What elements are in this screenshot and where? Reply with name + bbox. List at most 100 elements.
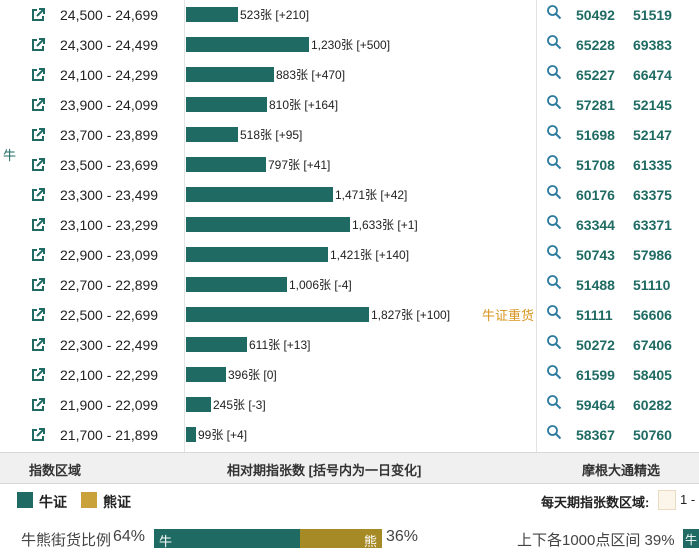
contracts-bar <box>186 97 267 112</box>
contracts-bar <box>186 127 238 142</box>
contracts-bar <box>186 67 274 82</box>
warrant-code-1[interactable]: 51111 <box>576 307 613 323</box>
external-link-icon[interactable] <box>31 428 45 442</box>
index-range: 22,700 - 22,899 <box>60 277 159 293</box>
search-icon[interactable] <box>546 304 562 320</box>
warrant-code-1[interactable]: 65227 <box>576 67 615 83</box>
warrant-code-2[interactable]: 52145 <box>633 97 672 113</box>
external-link-icon[interactable] <box>31 218 45 232</box>
external-link-icon[interactable] <box>31 38 45 52</box>
daily-range-value: 1 - <box>680 492 696 507</box>
contracts-bar <box>186 187 333 202</box>
table-row: 24,100 - 24,299 883张 [+470] 65227 66474 <box>0 60 699 90</box>
contracts-label: 1,827张 [+100] <box>371 308 451 322</box>
external-link-icon[interactable] <box>31 98 45 112</box>
table-row: 23,300 - 23,499 1,471张 [+42] 60176 63375 <box>0 180 699 210</box>
contracts-bar <box>186 367 226 382</box>
warrant-code-1[interactable]: 51708 <box>576 157 615 173</box>
ratio-bar: 牛 熊 <box>154 529 382 549</box>
search-icon[interactable] <box>546 94 562 110</box>
warrant-code-1[interactable]: 57281 <box>576 97 615 113</box>
warrant-code-2[interactable]: 51110 <box>633 277 671 293</box>
ratio-bull-segment: 牛 <box>154 529 300 549</box>
contracts-label: 396张 [0] <box>228 368 277 382</box>
external-link-icon[interactable] <box>31 398 45 412</box>
search-icon[interactable] <box>546 4 562 20</box>
index-range: 23,100 - 23,299 <box>60 217 159 233</box>
index-range: 24,500 - 24,699 <box>60 7 159 23</box>
warrant-code-2[interactable]: 61335 <box>633 157 672 173</box>
search-icon[interactable] <box>546 364 562 380</box>
search-icon[interactable] <box>546 334 562 350</box>
bear-swatch <box>81 492 97 508</box>
warrant-code-2[interactable]: 63371 <box>633 217 672 233</box>
contracts-label: 1,633张 [+1] <box>352 218 418 232</box>
warrant-code-2[interactable]: 69383 <box>633 37 672 53</box>
daily-range-input[interactable] <box>658 490 676 510</box>
external-link-icon[interactable] <box>31 308 45 322</box>
warrant-code-1[interactable]: 50272 <box>576 337 615 353</box>
warrant-code-1[interactable]: 51488 <box>576 277 615 293</box>
search-icon[interactable] <box>546 214 562 230</box>
external-link-icon[interactable] <box>31 278 45 292</box>
search-icon[interactable] <box>546 184 562 200</box>
contracts-label: 611张 [+13] <box>249 338 311 352</box>
search-icon[interactable] <box>546 34 562 50</box>
warrant-code-1[interactable]: 50492 <box>576 7 615 23</box>
warrant-code-1[interactable]: 60176 <box>576 187 615 203</box>
index-range: 22,900 - 23,099 <box>60 247 159 263</box>
external-link-icon[interactable] <box>31 188 45 202</box>
warrant-code-1[interactable]: 50743 <box>576 247 615 263</box>
warrant-code-2[interactable]: 58405 <box>633 367 672 383</box>
table-row: 22,100 - 22,299 396张 [0] 61599 58405 <box>0 360 699 390</box>
bull-swatch <box>17 492 33 508</box>
warrant-code-2[interactable]: 60282 <box>633 397 672 413</box>
contracts-label: 99张 [+4] <box>198 428 248 442</box>
warrant-code-2[interactable]: 56606 <box>633 307 672 323</box>
search-icon[interactable] <box>546 394 562 410</box>
external-link-icon[interactable] <box>31 368 45 382</box>
search-icon[interactable] <box>546 64 562 80</box>
warrant-code-1[interactable]: 51698 <box>576 127 615 143</box>
index-range: 23,700 - 23,899 <box>60 127 159 143</box>
bear-percent: 36% <box>386 528 419 545</box>
warrant-code-2[interactable]: 66474 <box>633 67 672 83</box>
search-icon[interactable] <box>546 154 562 170</box>
warrant-code-1[interactable]: 59464 <box>576 397 615 413</box>
external-link-icon[interactable] <box>31 128 45 142</box>
table-row: 23,100 - 23,299 1,633张 [+1] 63344 63371 <box>0 210 699 240</box>
index-range: 21,900 - 22,099 <box>60 397 159 413</box>
table-row: 22,700 - 22,899 1,006张 [-4] 51488 51110 <box>0 270 699 300</box>
external-link-icon[interactable] <box>31 338 45 352</box>
search-icon[interactable] <box>546 424 562 440</box>
header-jpmorgan-picks: 摩根大通精选 <box>582 463 661 478</box>
warrant-code-2[interactable]: 50760 <box>633 427 672 443</box>
contracts-label: 1,421张 [+140] <box>330 248 410 262</box>
warrant-code-2[interactable]: 51519 <box>633 7 672 23</box>
ratio-bear-segment: 熊 <box>300 529 382 549</box>
index-range: 22,300 - 22,499 <box>60 337 159 353</box>
warrant-code-1[interactable]: 63344 <box>576 217 615 233</box>
legend: 牛证 熊证 每天期指张数区域: 1 - <box>0 484 699 516</box>
warrant-code-1[interactable]: 65228 <box>576 37 615 53</box>
warrant-code-2[interactable]: 63375 <box>633 187 672 203</box>
search-icon[interactable] <box>546 244 562 260</box>
external-link-icon[interactable] <box>31 68 45 82</box>
header-relative-contracts: 相对期指张数 [括号内为一日变化] <box>227 463 422 478</box>
search-icon[interactable] <box>546 124 562 140</box>
external-link-icon[interactable] <box>31 248 45 262</box>
contracts-bar <box>186 337 247 352</box>
search-icon[interactable] <box>546 274 562 290</box>
external-link-icon[interactable] <box>31 8 45 22</box>
warrant-code-2[interactable]: 57986 <box>633 247 672 263</box>
warrant-code-1[interactable]: 58367 <box>576 427 615 443</box>
table-row: 23,500 - 23,699 797张 [+41] 51708 61335 <box>0 150 699 180</box>
contracts-label: 810张 [+164] <box>269 98 339 112</box>
contracts-bar <box>186 427 196 442</box>
heavy-bull-tag: 牛证重货 <box>482 308 535 323</box>
warrant-code-2[interactable]: 67406 <box>633 337 672 353</box>
external-link-icon[interactable] <box>31 158 45 172</box>
warrant-code-1[interactable]: 61599 <box>576 367 615 383</box>
warrant-code-2[interactable]: 52147 <box>633 127 672 143</box>
index-range: 23,300 - 23,499 <box>60 187 159 203</box>
